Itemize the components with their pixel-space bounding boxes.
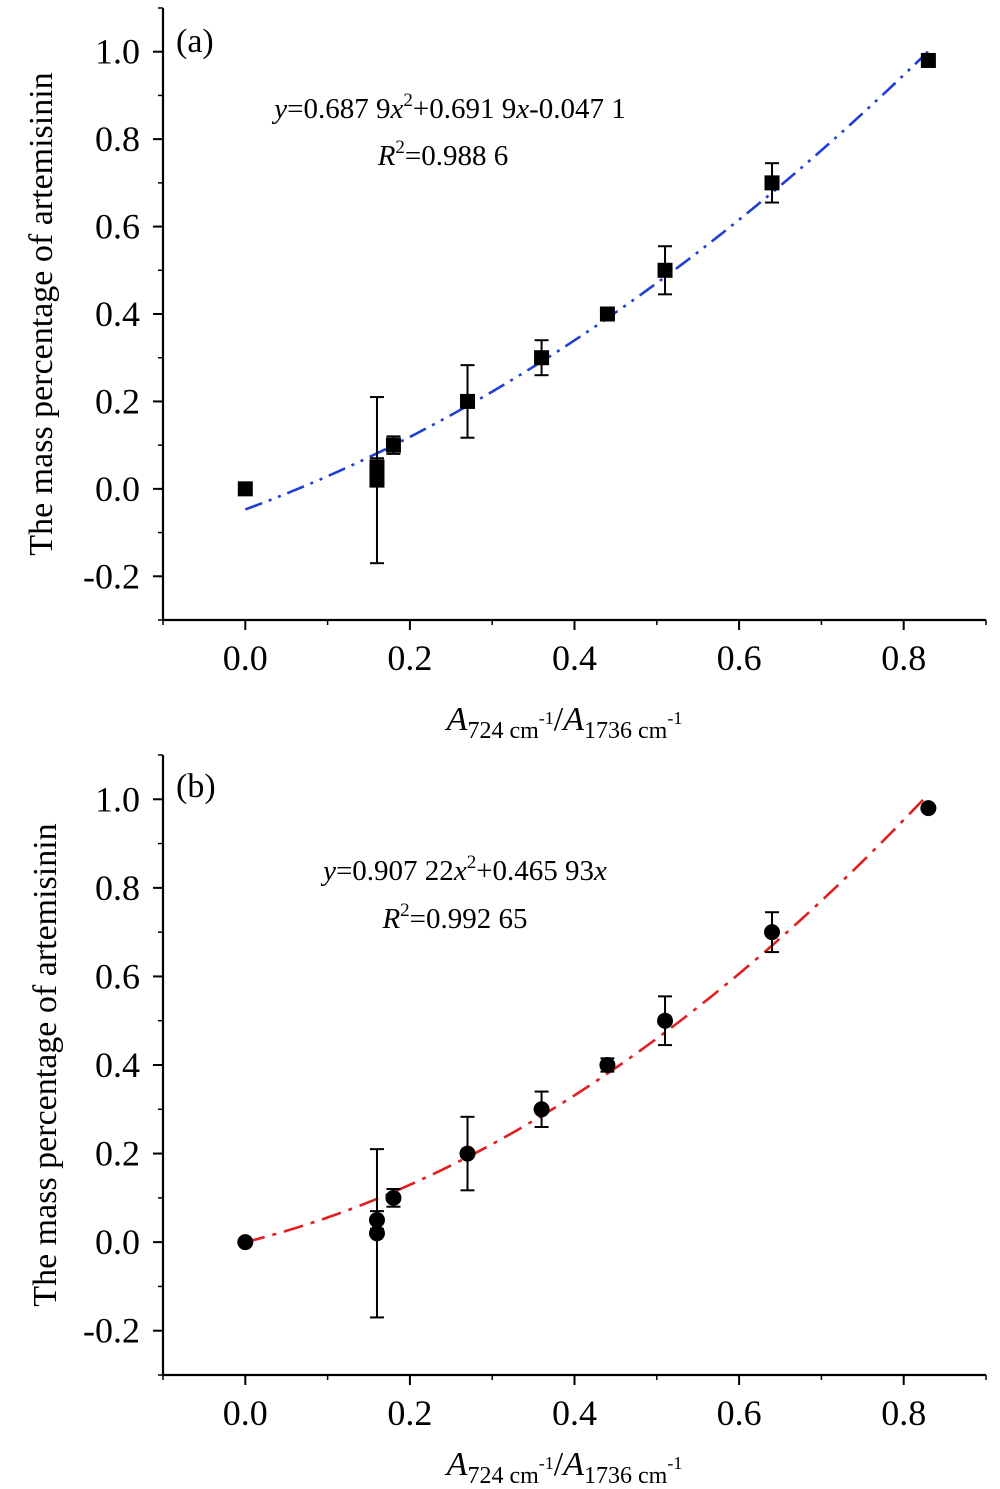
data-point-circle: [920, 800, 937, 817]
equation-y: y: [320, 855, 336, 887]
x-title-symbol: A: [445, 701, 468, 738]
x-axis-title: A724 cm-1/A1736 cm-1: [445, 701, 683, 744]
fit-equation: y=0.907 22x2+0.465 93x: [320, 852, 607, 887]
data-point-square: [385, 437, 401, 453]
y-tick-label: 0.0: [95, 469, 140, 509]
x-title-subscript: 1736 cm: [584, 1463, 668, 1489]
equation-x: x: [515, 93, 529, 125]
y-tick-label: 0.6: [95, 956, 140, 996]
fit-curve: [244, 793, 930, 1244]
data-point-circle: [368, 1212, 385, 1228]
r-squared-superscript: 2: [395, 137, 405, 158]
data-point-circle: [764, 924, 781, 941]
equation-superscript: 2: [467, 852, 477, 873]
x-tick-label: 0.2: [387, 638, 432, 678]
equation-coef-a: =0.907 22: [336, 855, 454, 887]
equation-y: y: [271, 93, 287, 125]
x-title-superscript: -1: [667, 1453, 682, 1473]
chart-panel-b: -0.2 0.0 0.2 0.4 0.6 0.8 1.0 0.0 0.2 0.4 0.6 0.8 (b)…: [27, 754, 987, 1489]
y-tick-label: -0.2: [83, 1311, 140, 1351]
y-tick-label: 1.0: [95, 779, 140, 819]
x-title-symbol: A: [561, 701, 584, 738]
y-tick-label: 0.6: [95, 207, 140, 247]
y-tick-label: 0.8: [95, 119, 140, 159]
data-point-square: [764, 175, 780, 191]
equation-x: x: [593, 855, 607, 887]
chart-panel-a: -0.2 0.0 0.2 0.4 0.6 0.8 1.0 0.0 0.2 0.4 0.6 0.8 (a)…: [23, 7, 987, 744]
data-point-square: [237, 481, 253, 497]
x-tick-label: 0.0: [223, 638, 268, 678]
y-axis-title: The mass percentage of artemisinin: [23, 72, 60, 555]
x-tick-label: 0.0: [223, 1393, 268, 1433]
x-title-subscript: 724 cm: [467, 1463, 539, 1489]
x-title-symbol: A: [445, 1446, 468, 1483]
r-squared-symbol: R: [381, 903, 400, 935]
r-squared: R2=0.988 6: [377, 137, 509, 172]
panel-label: (a): [176, 23, 214, 60]
x-tick-label: 0.8: [881, 638, 926, 678]
y-tick-label: 0.0: [95, 1222, 140, 1262]
equation-x: x: [389, 93, 403, 125]
x-title-slash: /: [554, 1446, 564, 1483]
r-squared: R2=0.992 65: [381, 900, 527, 935]
data-point-circle: [599, 1057, 616, 1073]
r-squared-value: =0.992 65: [410, 903, 528, 935]
fit-equation: y=0.687 9x2+0.691 9x-0.047 1: [271, 90, 626, 125]
y-tick-label: 0.4: [95, 294, 140, 334]
data-point-circle: [237, 1234, 254, 1251]
data-point-square: [657, 262, 673, 278]
data-point-square: [460, 393, 476, 409]
equation-superscript: 2: [403, 90, 413, 111]
y-tick-label: -0.2: [83, 556, 140, 596]
x-title-superscript: -1: [539, 1453, 554, 1473]
x-tick-label: 0.6: [717, 1393, 762, 1433]
x-title-symbol: A: [561, 1446, 584, 1483]
x-tick-label: 0.2: [387, 1393, 432, 1433]
x-title-slash: /: [554, 701, 564, 738]
r-squared-superscript: 2: [400, 900, 410, 921]
y-tick-label: 1.0: [95, 32, 140, 72]
x-title-subscript: 724 cm: [467, 718, 539, 744]
y-tick-label: 0.2: [95, 381, 140, 421]
x-tick-label: 0.6: [717, 638, 762, 678]
equation-x: x: [453, 855, 467, 887]
data-point-square: [599, 306, 615, 322]
data-point-circle: [459, 1145, 476, 1162]
equation-coef-b: +0.691 9: [413, 93, 516, 125]
y-tick-label: 0.8: [95, 868, 140, 908]
data-point-square: [369, 459, 385, 475]
equation-coef-c: -0.047 1: [529, 93, 626, 125]
x-axis-title: A724 cm-1/A1736 cm-1: [445, 1446, 683, 1489]
data-point-square: [534, 350, 550, 366]
data-point-square: [920, 52, 936, 68]
fit-curve: [244, 50, 930, 511]
y-tick-label: 0.2: [95, 1134, 140, 1174]
y-tick-label: 0.4: [95, 1045, 140, 1085]
data-point-circle: [385, 1189, 402, 1206]
x-title-superscript: -1: [539, 708, 554, 728]
equation-coef-a: =0.687 9: [287, 93, 390, 125]
y-axis-title: The mass percentage of artemisinin: [27, 823, 64, 1306]
x-tick-label: 0.8: [881, 1393, 926, 1433]
data-point-circle: [657, 1012, 674, 1029]
r-squared-value: =0.988 6: [405, 140, 508, 172]
x-tick-label: 0.4: [552, 1393, 597, 1433]
equation-coef-b: +0.465 93: [476, 855, 594, 887]
r-squared-symbol: R: [377, 140, 396, 172]
x-tick-label: 0.4: [552, 638, 597, 678]
panel-label: (b): [176, 768, 216, 805]
x-title-subscript: 1736 cm: [584, 718, 668, 744]
x-title-superscript: -1: [667, 708, 682, 728]
data-point-circle: [533, 1101, 550, 1118]
